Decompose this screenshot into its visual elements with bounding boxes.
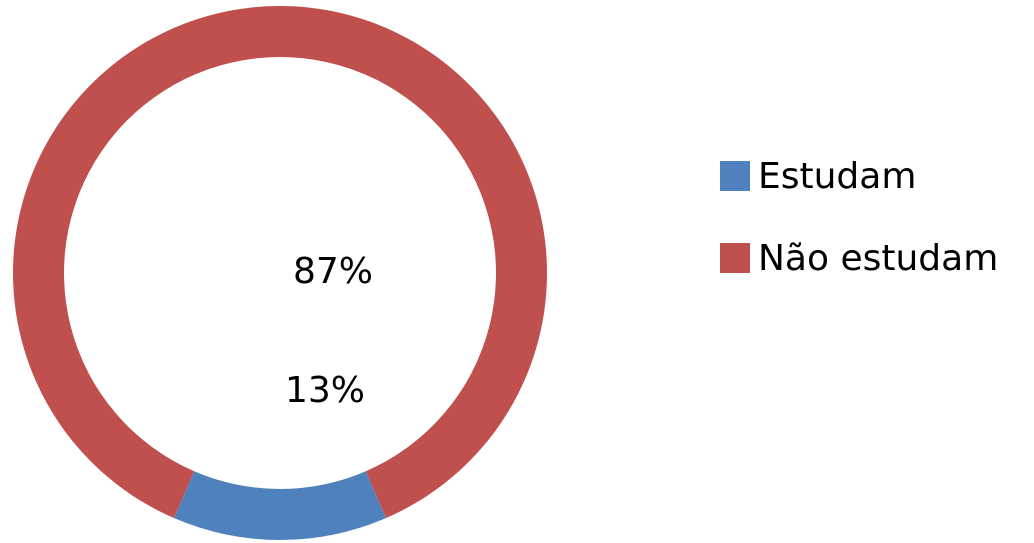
slices-group	[12, 6, 548, 540]
slice-estudam	[173, 471, 387, 540]
legend-item-nao-estudam[interactable]: Não estudam	[720, 230, 998, 286]
legend-label-nao-estudam: Não estudam	[758, 237, 999, 279]
slice-n-o-estudam	[12, 6, 548, 519]
data-label-estudam: 13%	[285, 370, 365, 411]
legend-swatch-nao-estudam	[720, 243, 750, 273]
legend-label-estudam: Estudam	[758, 155, 917, 197]
data-label-nao-estudam: 87%	[293, 251, 373, 292]
legend-item-estudam[interactable]: Estudam	[720, 148, 998, 204]
legend: Estudam Não estudam	[720, 148, 998, 312]
legend-swatch-estudam	[720, 161, 750, 191]
